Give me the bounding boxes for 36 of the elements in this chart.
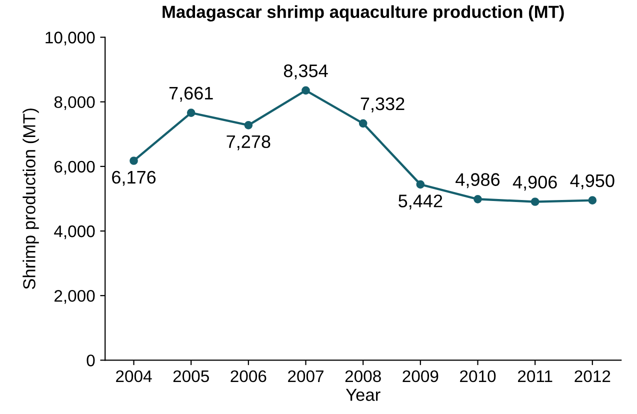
y-tick-label: 10,000 [46,32,95,46]
point [588,196,597,204]
x-tick-label: 2007 [288,370,324,382]
x-tick-label: 2011 [518,370,552,382]
data-label: 7,661 [169,86,213,102]
x-tick-label: 2005 [173,370,209,382]
x-tick-label: 2010 [460,370,496,382]
point [358,119,368,128]
point [530,198,540,206]
data-label: 6,176 [112,170,156,186]
data-label: 7,332 [360,97,404,112]
point [302,86,310,95]
point [186,108,196,117]
chart-title: Madagascar shrimp aquaculture production (MT) [162,5,564,22]
data-label: 4,986 [456,173,500,188]
x-tick-label: 2012 [574,370,610,382]
point [474,195,482,204]
y-tick-label: 2,000 [54,290,95,304]
y-tick-label: 8,000 [54,96,95,110]
x-tick-label: 2008 [345,370,381,382]
x-tick-label: 2009 [402,370,438,382]
x-tick-label: 2004 [116,370,152,382]
point [130,156,138,165]
data-label: 7,278 [226,135,270,150]
point [244,120,253,130]
y-tick-label: 4,000 [54,225,95,240]
y-axis-title: Shrimp production (MT) [22,108,39,290]
x-axis-title: Year [346,388,380,401]
data-label: 4,950 [570,174,614,190]
data-label: 4,906 [512,176,557,191]
point [416,180,425,189]
x-tick-label: 2006 [230,370,266,382]
data-label: 8,354 [284,64,328,80]
data-label: 5,442 [398,194,442,210]
y-tick-label: 0 [86,354,95,366]
y-tick-label: 6,000 [54,160,95,175]
